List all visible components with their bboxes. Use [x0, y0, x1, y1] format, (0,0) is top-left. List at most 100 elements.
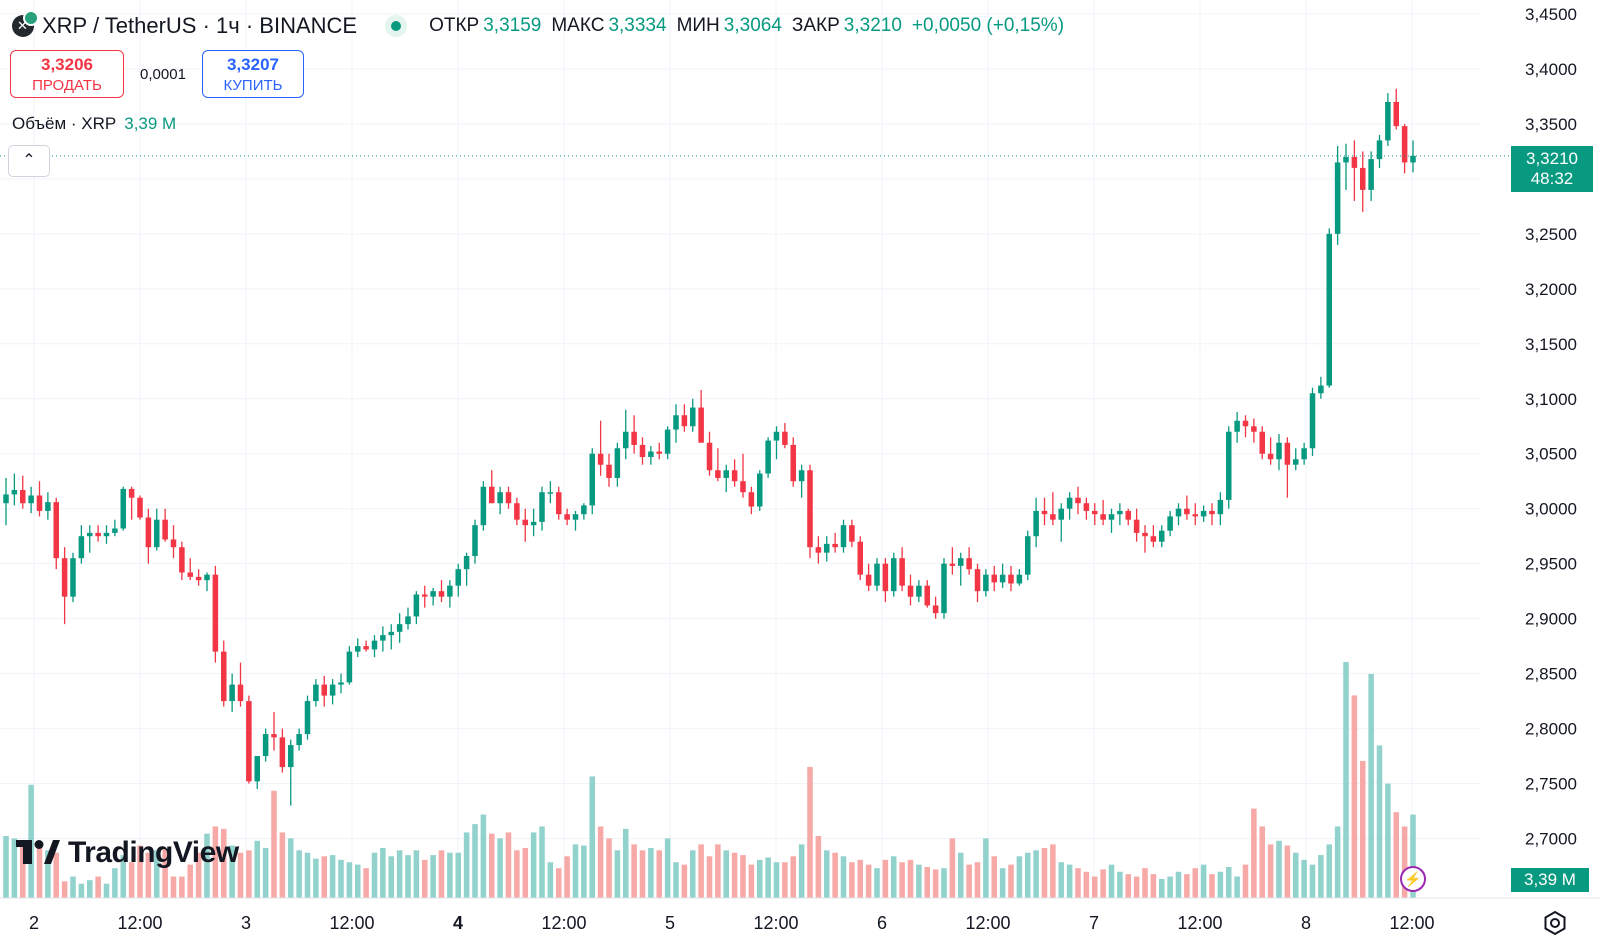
volume-bars — [3, 662, 1416, 898]
volume-bar — [321, 856, 328, 898]
volume-bar — [572, 844, 579, 898]
volume-bar — [589, 776, 596, 898]
volume-bar — [11, 838, 18, 898]
time-tick-label: 12:00 — [541, 913, 586, 933]
candle-body — [673, 415, 679, 430]
candle-body — [798, 470, 805, 482]
candle-body — [237, 684, 244, 702]
candle-body — [1108, 514, 1115, 520]
volume-bar — [1041, 847, 1048, 898]
candle-body — [137, 497, 143, 518]
candle-body — [882, 563, 889, 592]
candle-body — [1100, 514, 1106, 520]
brand-name: TradingView — [68, 836, 239, 869]
candle-body — [815, 547, 822, 553]
candle-body — [782, 431, 788, 445]
candle-body — [1209, 510, 1215, 515]
candle-body — [1091, 510, 1098, 515]
volume-bar — [346, 862, 353, 898]
candle-body — [622, 431, 629, 449]
settings-gear-icon[interactable] — [1541, 909, 1569, 937]
candle-body — [430, 591, 436, 597]
candle-body — [1041, 510, 1048, 515]
volume-bar — [1075, 868, 1081, 898]
symbol-title[interactable]: XRP / TetherUS · 1ч · BINANCE — [42, 13, 358, 38]
volume-bar — [1142, 868, 1148, 898]
candle-body — [254, 756, 261, 782]
volume-bar — [1267, 844, 1274, 898]
volume-bar — [673, 862, 679, 898]
volume-bar — [782, 862, 788, 898]
candle-body — [338, 682, 344, 685]
tradingview-logo-icon — [16, 840, 60, 864]
volume-bar — [639, 850, 646, 898]
trade-panel: 3,3206 ПРОДАТЬ 0,0001 3,3207 КУПИТЬ — [10, 50, 304, 98]
candle-body — [1167, 516, 1173, 531]
candle-body — [95, 532, 101, 537]
sell-button[interactable]: 3,3206 ПРОДАТЬ — [10, 50, 124, 98]
candle-body — [547, 492, 554, 494]
candle-body — [321, 684, 328, 696]
volume-bar — [388, 856, 395, 898]
candle-body — [1033, 510, 1039, 537]
buy-price: 3,3207 — [227, 55, 279, 74]
candle-body — [170, 539, 177, 548]
candle-body — [740, 481, 746, 493]
candle-body — [639, 444, 646, 458]
volume-bar — [497, 838, 503, 898]
candle-body — [907, 585, 914, 597]
volume-bar — [1326, 844, 1333, 898]
volume-tag: 3,39 M — [1511, 868, 1589, 892]
candle-body — [262, 734, 269, 757]
candle-body — [589, 453, 596, 506]
candle-body — [53, 502, 60, 559]
volume-bar — [19, 840, 26, 898]
volume-bar — [3, 836, 9, 898]
volume-bar — [1217, 871, 1224, 898]
volume-bar — [455, 852, 462, 898]
candle-body — [488, 486, 495, 504]
volume-bar — [823, 850, 830, 898]
price-tick-label: 3,4000 — [1525, 60, 1577, 79]
candle-body — [1309, 393, 1316, 449]
volume-bar — [413, 850, 420, 898]
volume-bar — [715, 844, 721, 898]
volume-bar — [974, 862, 981, 898]
volume-bar — [1359, 760, 1366, 898]
candle-body — [765, 440, 771, 474]
volume-bar — [1033, 850, 1039, 898]
volume-bar — [698, 844, 704, 898]
volume-bar — [706, 856, 713, 898]
candle-body — [949, 563, 956, 566]
volume-bar — [773, 862, 780, 898]
candle-body — [103, 532, 110, 537]
volume-bar — [36, 844, 43, 898]
volume-legend[interactable]: Объём · XRP 3,39 M — [12, 114, 176, 134]
volume-bar — [539, 826, 545, 898]
xrp-icon[interactable] — [12, 10, 39, 37]
volume-bar — [162, 849, 168, 898]
volume-bar — [1259, 826, 1266, 898]
candle-body — [1393, 101, 1400, 127]
volume-bar — [840, 856, 847, 898]
candle-body — [1267, 453, 1274, 460]
tradingview-logo[interactable]: TradingView — [16, 836, 239, 870]
candle-body — [388, 631, 395, 636]
candle-body — [28, 495, 34, 504]
volume-bar — [1024, 852, 1031, 898]
collapse-legend-button[interactable]: ⌃ — [8, 145, 50, 177]
volume-bar — [254, 840, 261, 898]
volume-bar — [1108, 864, 1115, 898]
price-tick-label: 3,1500 — [1525, 335, 1577, 354]
volume-bar — [1175, 871, 1182, 898]
volume-bar — [128, 862, 135, 898]
price-tick-label: 3,2000 — [1525, 280, 1577, 299]
volume-bar — [606, 838, 612, 898]
volume-bar — [371, 852, 378, 898]
lightning-icon[interactable]: ⚡ — [1400, 866, 1426, 892]
candle-body — [1351, 156, 1358, 168]
buy-button[interactable]: 3,3207 КУПИТЬ — [202, 50, 304, 98]
candle-body — [514, 503, 520, 520]
candle-body — [698, 407, 704, 443]
